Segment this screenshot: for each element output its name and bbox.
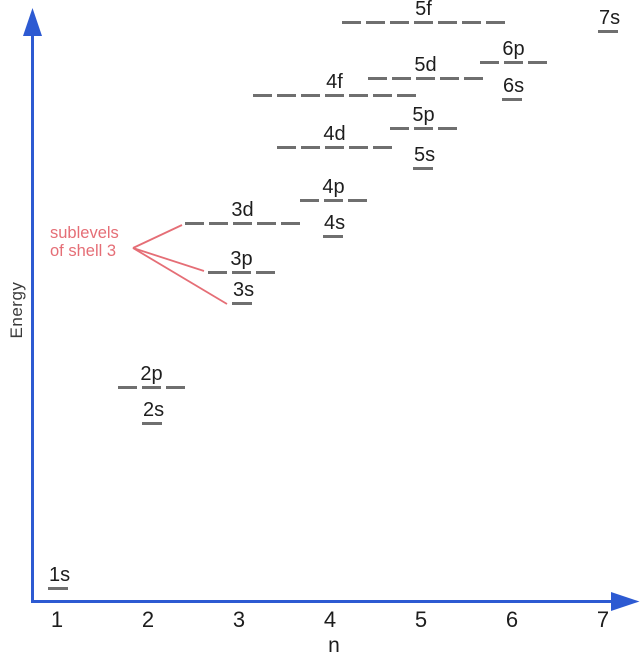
orbital-dash (232, 271, 251, 274)
orbital-dash (373, 146, 392, 149)
level-3p-label: 3p (230, 248, 253, 270)
y-axis-title: Energy (7, 281, 26, 339)
level-5d-orbital-row (368, 77, 483, 80)
orbital-dash (301, 146, 320, 149)
orbital-dash (349, 94, 368, 97)
level-4p-label: 4p (322, 176, 345, 198)
level-2p-label: 2p (140, 363, 163, 385)
orbital-dash (366, 21, 385, 24)
x-axis-arrow-icon (611, 592, 640, 611)
level-1s-orbital-dash (48, 587, 68, 590)
orbital-dash (504, 61, 523, 64)
level-6s-label: 6s (503, 75, 525, 97)
orbital-dash (256, 271, 275, 274)
orbital-dash (257, 222, 276, 225)
x-tick-2: 2 (141, 607, 155, 632)
annotation-line-2: of shell 3 (50, 241, 117, 260)
orbital-dash (233, 222, 252, 225)
orbital-dash (392, 77, 411, 80)
orbital-dash (185, 222, 204, 225)
level-2s-orbital-dash (142, 422, 162, 425)
x-tick-4: 4 (323, 607, 337, 632)
orbital-dash (277, 146, 296, 149)
orbital-dash (301, 94, 320, 97)
orbital-dash (390, 21, 409, 24)
x-tick-5: 5 (414, 607, 428, 632)
level-7s-orbital-dash (598, 30, 618, 33)
level-5p-label: 5p (412, 104, 435, 126)
y-axis-arrow-icon (23, 8, 42, 36)
level-4s-orbital-dash (323, 235, 343, 238)
orbital-dash (324, 199, 343, 202)
orbital-dash (414, 21, 433, 24)
orbital-dash (166, 386, 185, 389)
level-6p-orbital-row (480, 61, 547, 64)
level-6s-orbital-dash (502, 98, 522, 101)
orbital-dash (486, 21, 505, 24)
level-4f-label: 4f (326, 71, 343, 93)
orbital-dash (480, 61, 499, 64)
orbital-dash (414, 127, 433, 130)
level-3p-orbital-row (208, 271, 275, 274)
shell3-annotation: sublevels of shell 3 (50, 224, 119, 260)
annotation-pointer-3d (132, 224, 183, 249)
level-2p-orbital-row (118, 386, 185, 389)
x-tick-1: 1 (50, 607, 64, 632)
orbital-dash (142, 386, 161, 389)
x-tick-3: 3 (232, 607, 246, 632)
orbital-dash (390, 127, 409, 130)
level-5f-orbital-row (342, 21, 505, 24)
orbital-dash (373, 94, 392, 97)
orbital-dash (253, 94, 272, 97)
orbital-dash (348, 199, 367, 202)
orbital-dash (209, 222, 228, 225)
level-4d-label: 4d (323, 123, 346, 145)
orbital-dash (277, 94, 296, 97)
x-axis-title: n (328, 634, 340, 657)
level-5p-orbital-row (390, 127, 457, 130)
level-3s-orbital-dash (232, 302, 252, 305)
level-1s-label: 1s (49, 564, 71, 586)
level-3s-label: 3s (233, 279, 255, 301)
annotation-pointer-3p (132, 247, 205, 272)
level-5s-orbital-dash (413, 167, 433, 170)
orbital-dash (462, 21, 481, 24)
orbital-dash (464, 77, 483, 80)
orbital-dash (438, 21, 457, 24)
orbital-dash (281, 222, 300, 225)
level-3d-orbital-row (185, 222, 300, 225)
annotation-line-1: sublevels (50, 224, 119, 242)
orbital-dash (342, 21, 361, 24)
orbital-dash (416, 77, 435, 80)
level-4f-orbital-row (253, 94, 416, 97)
orbital-dash (528, 61, 547, 64)
x-tick-7: 7 (596, 607, 610, 632)
orbital-dash (325, 146, 344, 149)
orbital-dash (368, 77, 387, 80)
orbital-dash (397, 94, 416, 97)
level-5s-label: 5s (414, 144, 436, 166)
level-4d-orbital-row (277, 146, 392, 149)
orbital-dash (118, 386, 137, 389)
orbital-dash (440, 77, 459, 80)
level-4s-label: 4s (324, 212, 346, 234)
level-3d-label: 3d (231, 199, 254, 221)
orbital-dash (325, 94, 344, 97)
level-6p-label: 6p (502, 38, 525, 60)
orbital-dash (438, 127, 457, 130)
level-7s-label: 7s (599, 7, 621, 29)
orbital-dash (349, 146, 368, 149)
annotation-pointer-3s (132, 247, 228, 305)
level-2s-label: 2s (143, 399, 165, 421)
level-5f-label: 5f (415, 0, 432, 20)
level-4p-orbital-row (300, 199, 367, 202)
orbital-dash (300, 199, 319, 202)
orbital-dash (208, 271, 227, 274)
x-tick-6: 6 (505, 607, 519, 632)
level-5d-label: 5d (414, 54, 437, 76)
